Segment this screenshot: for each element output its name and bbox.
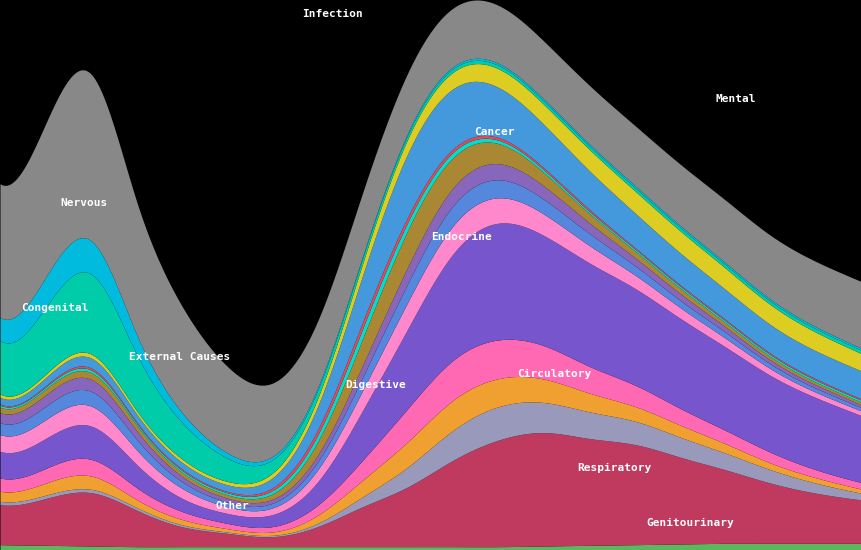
- Text: Circulatory: Circulatory: [517, 369, 591, 379]
- Text: Genitourinary: Genitourinary: [646, 518, 734, 527]
- Text: Other: Other: [215, 501, 249, 511]
- Text: Cancer: Cancer: [474, 127, 514, 137]
- Text: Digestive: Digestive: [344, 380, 405, 390]
- Text: External Causes: External Causes: [129, 353, 230, 362]
- Text: Mental: Mental: [715, 94, 755, 104]
- Text: Nervous: Nervous: [60, 199, 108, 208]
- Text: Respiratory: Respiratory: [577, 463, 651, 472]
- Text: Endocrine: Endocrine: [430, 232, 491, 241]
- Text: Infection: Infection: [301, 9, 362, 19]
- Text: Congenital: Congenital: [22, 303, 89, 313]
